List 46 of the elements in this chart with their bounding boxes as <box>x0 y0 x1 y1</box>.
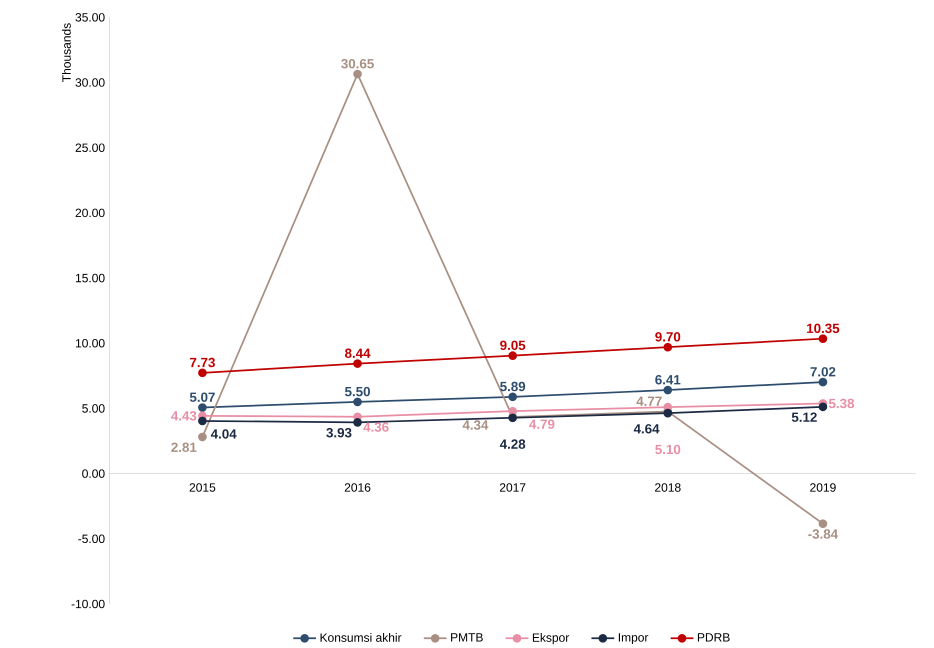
x-tick-label: 2018 <box>655 483 681 492</box>
data-label: 4.79 <box>529 419 554 429</box>
data-label: 4.04 <box>210 429 237 439</box>
data-label: 4.34 <box>462 420 488 430</box>
data-label: 4.77 <box>636 396 662 406</box>
legend-label: Impor <box>618 633 648 644</box>
y-tick-label: 10.00 <box>76 338 105 348</box>
y-tick-label: 35.00 <box>76 13 105 22</box>
data-label: 4.28 <box>500 439 526 449</box>
data-label: 30.65 <box>341 58 374 68</box>
x-tick-label: 2017 <box>500 483 526 492</box>
data-label: 4.43 <box>171 411 196 421</box>
x-tick-label: 2016 <box>344 483 370 492</box>
data-label: 9.70 <box>655 332 680 342</box>
y-tick-label: -10.00 <box>72 600 105 608</box>
data-label: 7.73 <box>190 358 215 368</box>
data-label: 6.41 <box>655 375 680 384</box>
y-tick-label: 15.00 <box>76 274 105 282</box>
y-axis-title: Thousands <box>62 23 71 82</box>
data-label: 7.02 <box>810 367 836 376</box>
data-label: 8.44 <box>344 348 370 358</box>
y-tick-label: 30.00 <box>76 78 105 87</box>
legend-label: Ekspor <box>532 633 570 644</box>
x-tick-label: 2019 <box>810 483 836 492</box>
legend-label: Konsumsi akhir <box>320 633 402 642</box>
data-label: 5.89 <box>500 382 526 392</box>
legend-label: PMTB <box>451 633 483 642</box>
data-label: 5.07 <box>190 392 215 402</box>
data-label: 5.10 <box>655 444 680 454</box>
data-label: -3.84 <box>808 529 838 539</box>
x-tick-label: 2015 <box>190 483 216 492</box>
data-label: 9.05 <box>500 340 526 350</box>
data-label: 4.36 <box>363 422 389 432</box>
data-label: 5.12 <box>792 412 817 422</box>
legend-label: PDRB <box>698 633 730 642</box>
data-label: 5.38 <box>828 398 854 408</box>
data-label: 2.81 <box>171 442 196 452</box>
y-tick-label: 0.00 <box>82 469 105 478</box>
y-tick-label: 5.00 <box>82 404 105 413</box>
y-tick-label: 20.00 <box>76 208 105 218</box>
data-label: 5.50 <box>344 386 370 396</box>
y-tick-label: -5.00 <box>78 534 105 544</box>
data-label: 4.64 <box>634 424 660 434</box>
y-tick-label: 25.00 <box>76 143 105 152</box>
data-label: 3.93 <box>326 428 352 438</box>
data-label: 10.35 <box>807 324 840 334</box>
